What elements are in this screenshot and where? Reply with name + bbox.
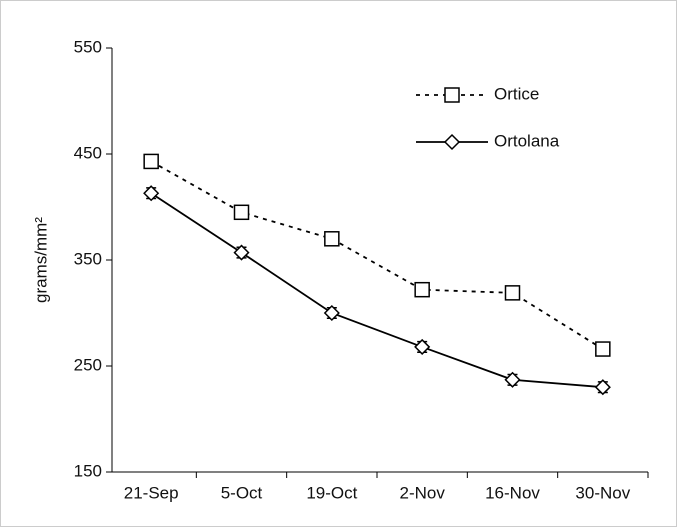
- marker: [414, 338, 431, 355]
- x-tick-label: 2-Nov: [399, 483, 445, 502]
- legend-label: Ortice: [494, 84, 539, 103]
- marker: [443, 133, 461, 151]
- x-tick-label: 16-Nov: [485, 483, 540, 502]
- marker: [504, 371, 521, 388]
- x-tick-label: 5-Oct: [221, 483, 263, 502]
- series-line: [150, 192, 603, 389]
- y-axis-label: grams/mm²: [31, 217, 50, 303]
- marker: [143, 185, 160, 202]
- x-tick-label: 21-Sep: [124, 483, 179, 502]
- y-tick-label: 350: [74, 249, 102, 268]
- y-tick-label: 250: [74, 355, 102, 374]
- marker: [233, 204, 250, 221]
- y-tick-label: 150: [74, 461, 102, 480]
- marker: [594, 379, 611, 396]
- legend-label: Ortolana: [494, 131, 560, 150]
- marker: [233, 244, 250, 261]
- y-tick-label: 550: [74, 37, 102, 56]
- y-tick-label: 450: [74, 143, 102, 162]
- marker: [324, 231, 340, 247]
- marker: [323, 304, 340, 322]
- x-tick-label: 19-Oct: [306, 483, 357, 502]
- x-tick-label: 30-Nov: [575, 483, 630, 502]
- marker: [444, 87, 460, 103]
- marker: [504, 285, 521, 301]
- marker: [143, 153, 159, 170]
- marker: [595, 341, 611, 357]
- marker: [414, 281, 430, 298]
